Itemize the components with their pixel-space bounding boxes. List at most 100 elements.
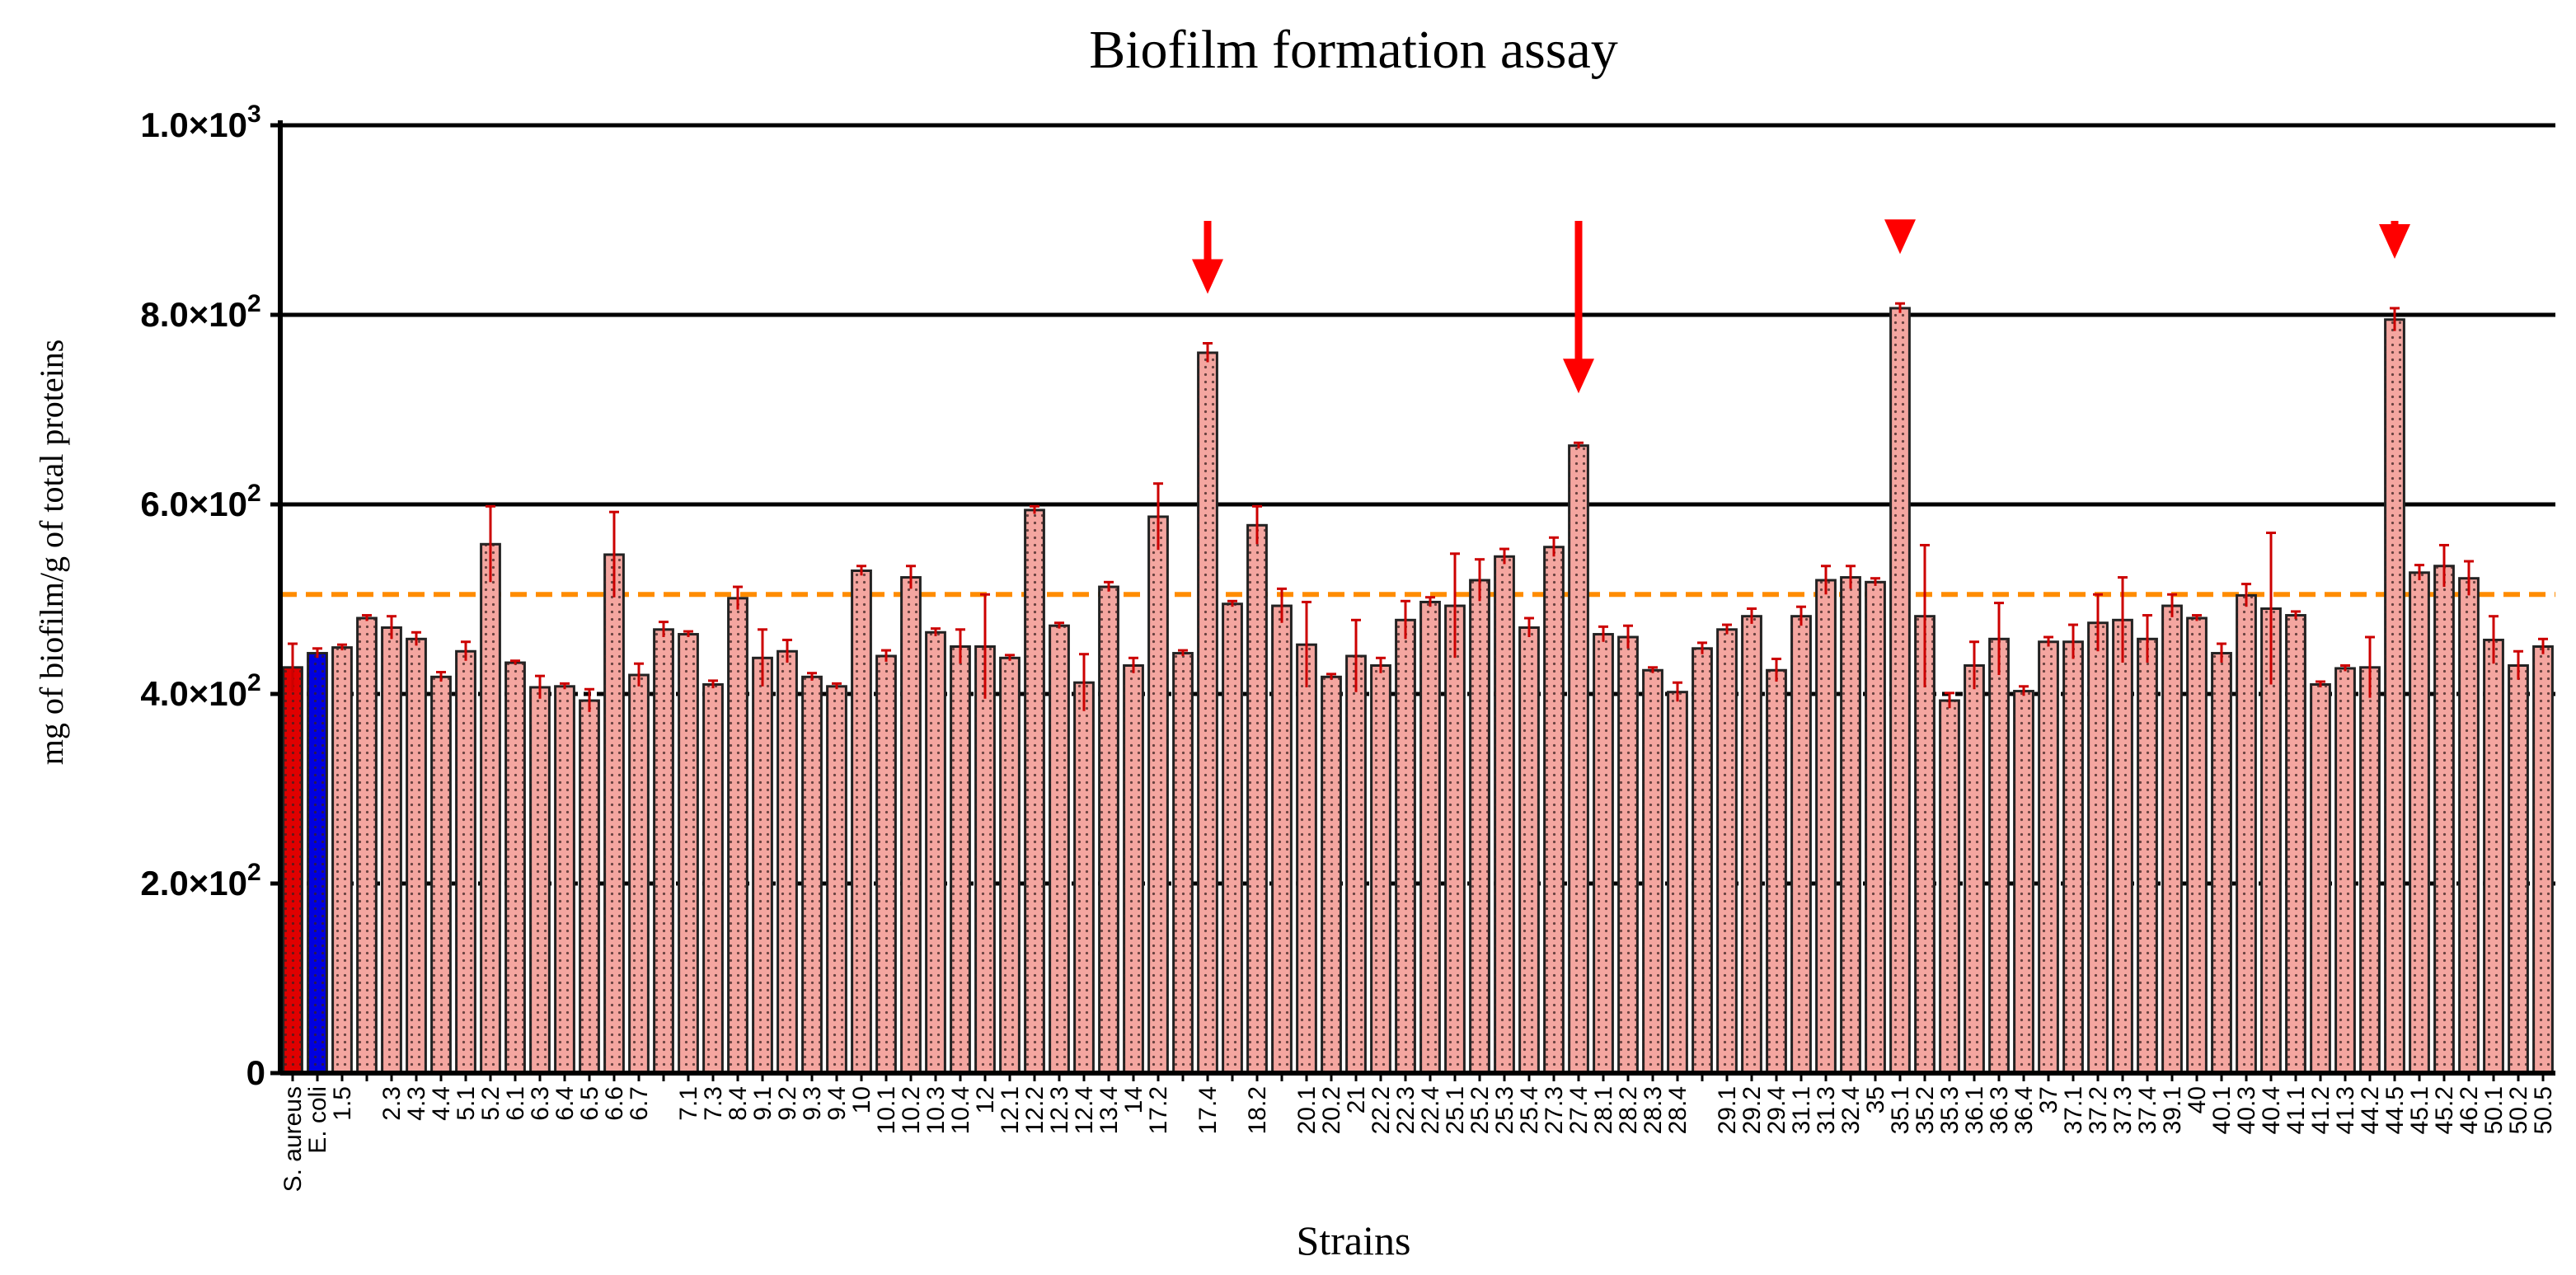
- bar-pattern: [1816, 580, 1836, 1073]
- x-tick-label: 9.4: [823, 1086, 851, 1121]
- bar-pattern: [505, 663, 525, 1073]
- bar-pattern: [1494, 556, 1514, 1073]
- bar-pattern: [975, 646, 995, 1073]
- y-tick-label: 0: [246, 1053, 265, 1092]
- bar-pattern: [1222, 603, 1242, 1073]
- x-tick-label: 22.4: [1417, 1086, 1444, 1134]
- bar-pattern: [406, 639, 426, 1073]
- bar-pattern: [950, 646, 970, 1073]
- bar-pattern: [1593, 634, 1613, 1073]
- bar-pattern: [1890, 307, 1910, 1073]
- y-tick-exponent: 2: [247, 859, 261, 886]
- bar-pattern: [604, 554, 624, 1073]
- bar-pattern: [1025, 509, 1044, 1073]
- x-tick-label: 40: [2184, 1086, 2211, 1113]
- bar-pattern: [1148, 516, 1168, 1073]
- bar-pattern: [1420, 602, 1440, 1073]
- x-tick-label: 6.6: [601, 1086, 628, 1121]
- bar-pattern: [777, 651, 797, 1073]
- bar-pattern: [2162, 606, 2182, 1073]
- bar-pattern: [1099, 587, 1119, 1073]
- bar-pattern: [2484, 640, 2503, 1073]
- bar-pattern: [1297, 645, 1316, 1073]
- bar-pattern: [1074, 682, 1094, 1073]
- bar-pattern: [431, 677, 451, 1073]
- bar-pattern: [876, 656, 896, 1073]
- highlight-arrow-head: [2379, 223, 2410, 259]
- bar-pattern: [1124, 665, 1143, 1073]
- bar-pattern: [1964, 665, 1984, 1073]
- bar-pattern: [852, 570, 871, 1073]
- bar-pattern: [1865, 582, 1885, 1073]
- bar-pattern: [1791, 616, 1811, 1073]
- x-tick-label: 28.4: [1664, 1086, 1692, 1134]
- x-tick-label: 41.2: [2307, 1086, 2334, 1134]
- x-tick-label: 10: [848, 1086, 875, 1113]
- x-tick-label: 45.2: [2431, 1086, 2458, 1134]
- x-tick-label: 4.3: [403, 1086, 430, 1121]
- y-tick-label: 6.0×10: [140, 485, 247, 523]
- x-axis-label: Strains: [1297, 1217, 1411, 1263]
- y-tick-exponent: 2: [247, 480, 261, 507]
- x-tick-label: 40.3: [2233, 1086, 2260, 1134]
- x-tick-label: 6.5: [576, 1086, 603, 1121]
- bar-pattern: [555, 686, 575, 1073]
- x-tick-label: 50.1: [2480, 1086, 2508, 1134]
- x-tick-label: 41.3: [2332, 1086, 2359, 1134]
- x-tick-label: 39.1: [2159, 1086, 2186, 1134]
- x-tick-label: 13.4: [1096, 1086, 1123, 1134]
- x-tick-label: 12: [972, 1086, 999, 1113]
- bar-pattern: [2212, 653, 2231, 1073]
- bar-pattern: [1767, 670, 1786, 1073]
- chart-title: Biofilm formation assay: [1089, 20, 1618, 80]
- x-tick-label: 12.4: [1071, 1086, 1098, 1134]
- x-tick-label: 27.3: [1541, 1086, 1568, 1134]
- bar-pattern: [1000, 658, 1020, 1073]
- bar-pattern: [1470, 580, 1490, 1073]
- bar-pattern: [382, 627, 401, 1073]
- x-tick-label: 44.5: [2381, 1086, 2409, 1134]
- bar-pattern: [629, 675, 649, 1073]
- x-tick-label: 32.4: [1837, 1086, 1865, 1134]
- bar-pattern: [2508, 665, 2528, 1073]
- x-tick-label: 9.2: [774, 1086, 801, 1121]
- bar-pattern: [827, 686, 847, 1073]
- x-tick-label: 29.4: [1763, 1086, 1790, 1134]
- x-tick-label: 25.3: [1491, 1086, 1518, 1134]
- x-tick-label: 21: [1343, 1086, 1370, 1113]
- x-tick-label: 40.4: [2258, 1086, 2285, 1134]
- x-tick-label: 28.1: [1590, 1086, 1617, 1134]
- x-tick-label: 20.1: [1293, 1086, 1321, 1134]
- bar-pattern: [2261, 608, 2281, 1073]
- bar-pattern: [728, 598, 748, 1073]
- x-tick-label: 25.2: [1466, 1086, 1494, 1134]
- bar-pattern: [1915, 616, 1935, 1073]
- y-tick-label: 2.0×10: [140, 864, 247, 902]
- x-tick-label: 9.3: [799, 1086, 826, 1121]
- x-tick-label: 37.2: [2085, 1086, 2112, 1134]
- bar-pattern: [2335, 668, 2355, 1073]
- bar-pattern: [456, 651, 476, 1073]
- bar-pattern: [2039, 641, 2058, 1073]
- x-tick-label: 1.5: [329, 1086, 356, 1121]
- x-tick-label: 2.3: [378, 1086, 406, 1121]
- bar-pattern: [332, 647, 352, 1073]
- bar-pattern: [1618, 637, 1638, 1073]
- bar-pattern: [2187, 618, 2207, 1073]
- x-tick-label: 17.2: [1145, 1086, 1172, 1134]
- x-tick-label: 44.2: [2357, 1086, 2384, 1134]
- highlight-arrow-head: [1884, 219, 1916, 255]
- x-tick-label: 40.1: [2208, 1086, 2236, 1134]
- x-tick-label: 25.4: [1516, 1086, 1543, 1134]
- bar-pattern: [357, 618, 377, 1073]
- bar-pattern: [2385, 319, 2405, 1073]
- bar-pattern: [2286, 615, 2306, 1073]
- bar-pattern: [307, 653, 327, 1073]
- x-tick-label: 17.4: [1194, 1086, 1222, 1134]
- x-tick-label: 35.2: [1912, 1086, 1939, 1134]
- x-tick-label: 22.3: [1392, 1086, 1419, 1134]
- bar-pattern: [1198, 353, 1218, 1073]
- bar-pattern: [2409, 572, 2429, 1073]
- x-tick-label: 12.3: [1046, 1086, 1073, 1134]
